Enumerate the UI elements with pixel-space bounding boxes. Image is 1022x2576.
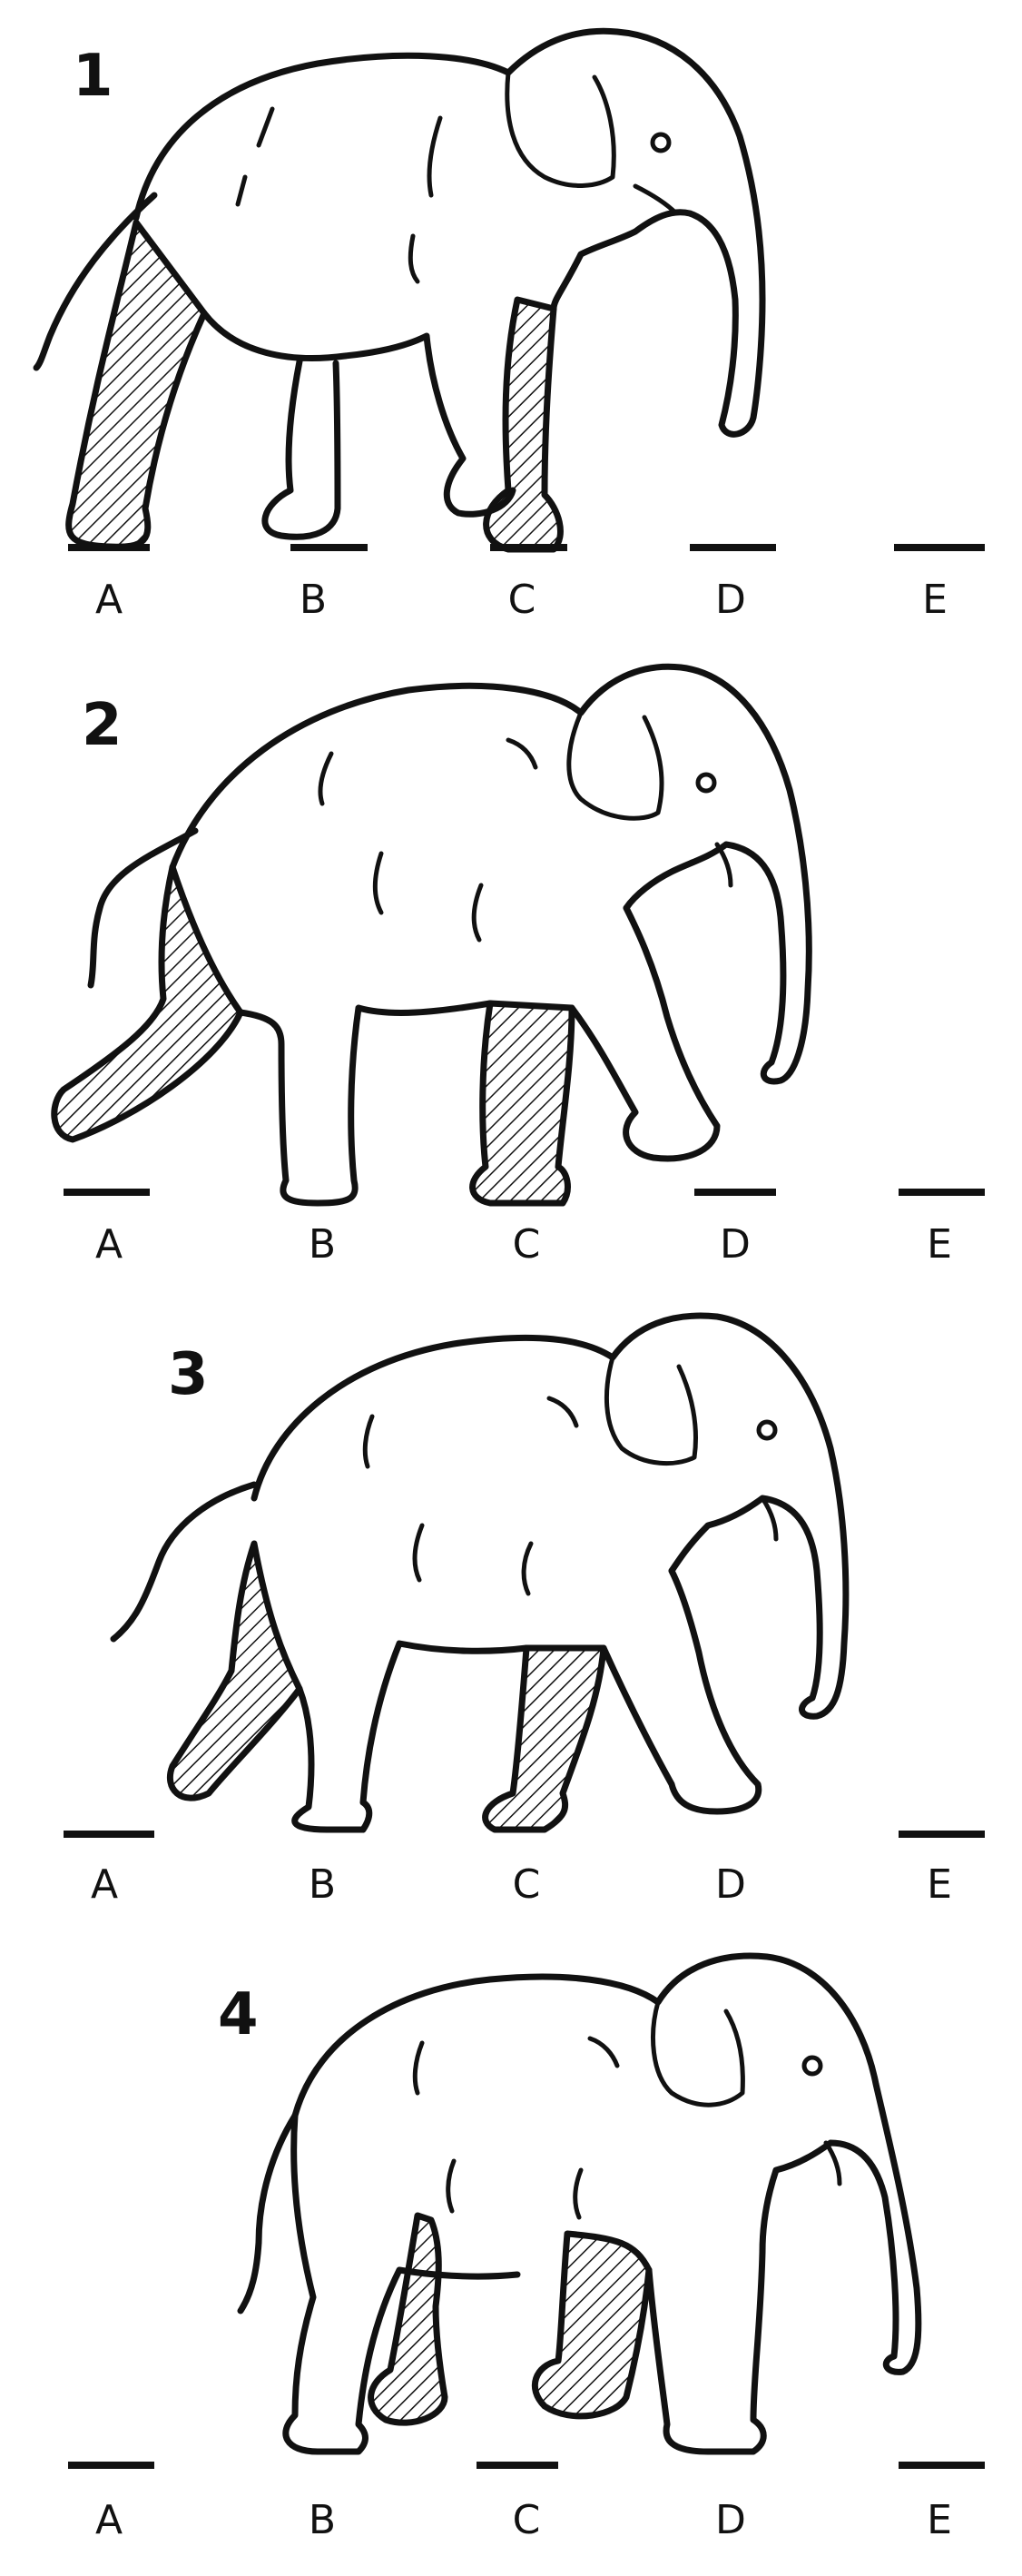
position-labels: A B C D E <box>95 2497 952 2543</box>
skin-folds <box>235 106 679 284</box>
frame-4: 4 A B C D E <box>68 1952 985 2543</box>
position-labels: A B C D E <box>95 577 948 623</box>
ear <box>505 70 616 188</box>
frame-number: 4 <box>218 1981 259 2048</box>
position-label-e: E <box>927 1221 952 1268</box>
position-label-e: E <box>922 577 948 623</box>
belly-and-hind-right-leg <box>201 310 516 540</box>
position-label-e: E <box>927 1861 952 1908</box>
body-outline <box>291 1952 922 2375</box>
frame-number: 2 <box>82 692 123 759</box>
position-label-a: A <box>95 1221 123 1268</box>
skin-folds <box>362 1396 779 1596</box>
position-label-a: A <box>91 1861 118 1908</box>
eye-icon <box>650 132 672 153</box>
ear <box>604 1355 698 1466</box>
skin-folds <box>412 2036 842 2220</box>
eye-icon <box>801 2055 823 2077</box>
frame-1: 1 A B C D E <box>33 27 985 623</box>
skin-folds <box>318 737 733 943</box>
position-label-a: A <box>95 2497 123 2543</box>
position-label-d: D <box>715 577 746 623</box>
position-label-e: E <box>927 2497 952 2543</box>
frame-number: 3 <box>168 1341 209 1408</box>
frame-number: 1 <box>73 43 113 110</box>
elephant <box>110 1312 850 1833</box>
position-labels: A B C D E <box>95 1221 952 1268</box>
tail <box>237 2112 299 2314</box>
position-label-d: D <box>715 2497 746 2543</box>
position-label-b: B <box>300 577 327 623</box>
eye-icon <box>756 1419 778 1441</box>
tail <box>33 192 158 371</box>
body-outline <box>133 27 766 438</box>
elephant <box>51 663 812 1207</box>
belly-and-legs <box>291 1567 762 1833</box>
fore-left-leg <box>531 2230 653 2420</box>
position-label-b: B <box>309 1221 336 1268</box>
frame-3: 3 A B C D E <box>64 1312 985 1908</box>
hind-left-leg <box>368 2212 448 2426</box>
body-outline <box>169 663 812 1085</box>
eye-icon <box>695 772 717 794</box>
position-label-d: D <box>715 1861 746 1908</box>
position-label-a: A <box>95 577 123 623</box>
position-label-b: B <box>309 1861 336 1908</box>
position-label-b: B <box>309 2497 336 2543</box>
frame-2: 2 A B C D E <box>51 663 985 1268</box>
hind-left-leg <box>166 1540 303 1801</box>
fore-left-leg <box>483 296 564 553</box>
position-labels: A B C D E <box>91 1861 952 1908</box>
elephant <box>33 27 766 553</box>
belly-and-legs <box>282 2112 767 2455</box>
belly-and-legs <box>237 904 721 1207</box>
position-label-c: C <box>508 577 536 623</box>
position-label-c: C <box>513 1861 541 1908</box>
ear <box>566 710 664 821</box>
elephant <box>237 1952 922 2455</box>
tail <box>110 1481 258 1643</box>
tail <box>87 827 199 989</box>
body-outline <box>251 1312 850 1720</box>
position-label-d: D <box>720 1221 751 1268</box>
hind-left-leg <box>51 864 244 1143</box>
ear <box>651 1999 745 2107</box>
position-label-c: C <box>513 2497 541 2543</box>
position-label-c: C <box>513 1221 541 1268</box>
fore-left-leg <box>469 1000 575 1207</box>
fore-left-leg <box>482 1644 607 1833</box>
